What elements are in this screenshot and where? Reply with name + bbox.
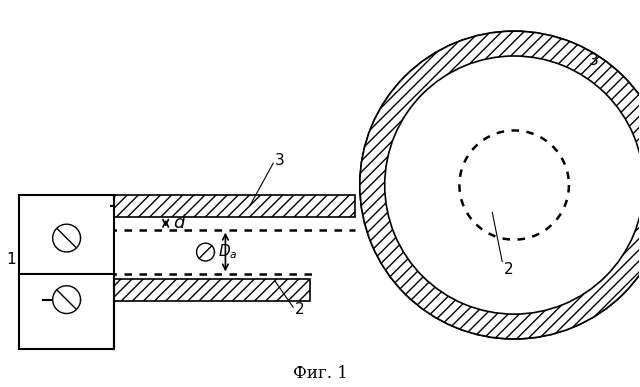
Bar — [19, 195, 114, 349]
Text: 3: 3 — [275, 153, 285, 168]
Text: Фиг. 1: Фиг. 1 — [292, 365, 348, 382]
Bar — [19, 279, 310, 301]
Text: d: d — [173, 214, 185, 232]
Text: $D_a$: $D_a$ — [218, 243, 238, 262]
Text: 3: 3 — [589, 53, 598, 68]
Text: 2: 2 — [504, 262, 514, 277]
Circle shape — [360, 31, 640, 339]
Bar — [111, 195, 355, 217]
Text: 1: 1 — [6, 252, 16, 267]
Text: 2: 2 — [295, 301, 305, 317]
Wedge shape — [360, 31, 640, 339]
